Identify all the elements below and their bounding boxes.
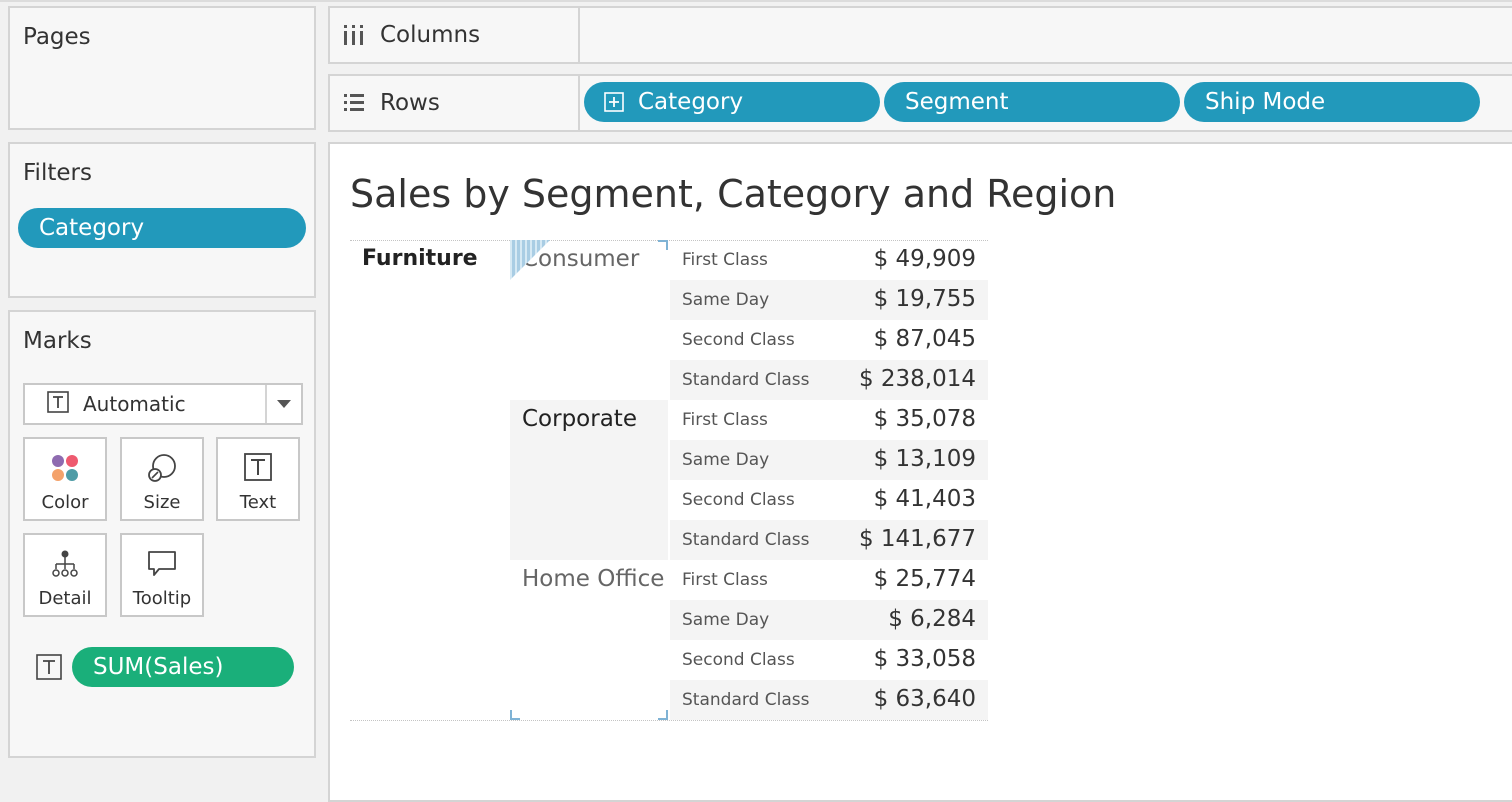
sales-value[interactable]: $ 33,058 — [873, 646, 976, 672]
ship-mode-label[interactable]: Same Day — [682, 290, 770, 310]
columns-label: Columns — [380, 22, 481, 48]
selection-corner — [510, 710, 520, 720]
table-top-line — [350, 240, 988, 241]
ship-mode-label[interactable]: Standard Class — [682, 690, 810, 710]
rows-label: Rows — [380, 90, 440, 116]
size-icon — [146, 453, 178, 490]
segment-label[interactable]: Corporate — [522, 406, 637, 432]
filter-pill-category[interactable]: Category — [18, 208, 306, 248]
ship-mode-label[interactable]: Standard Class — [682, 370, 810, 390]
sales-value[interactable]: $ 25,774 — [873, 566, 976, 592]
row-shade — [670, 360, 988, 400]
detail-button-label: Detail — [38, 588, 92, 609]
rows-shelf-label: Rows — [330, 76, 580, 130]
text-field-icon — [36, 654, 62, 684]
row-pill-segment[interactable]: Segment — [884, 82, 1180, 122]
columns-shelf[interactable]: Columns — [328, 6, 1512, 64]
columns-shelf-label: Columns — [330, 8, 580, 62]
selection-corner — [658, 240, 668, 250]
ship-mode-label[interactable]: First Class — [682, 570, 768, 590]
ship-mode-label[interactable]: Same Day — [682, 450, 770, 470]
ship-mode-label[interactable]: Standard Class — [682, 530, 810, 550]
ship-mode-label[interactable]: Second Class — [682, 490, 795, 510]
rows-shelf[interactable]: Rows Category Segment Ship Mode — [328, 74, 1512, 132]
row-shade — [670, 440, 988, 480]
selection-handle-icon[interactable] — [510, 240, 550, 284]
detail-icon — [50, 549, 80, 584]
text-mark-icon — [47, 390, 69, 418]
tooltip-button-label: Tooltip — [132, 588, 192, 609]
mark-type-dropdown[interactable]: Automatic — [23, 383, 303, 425]
sales-value[interactable]: $ 35,078 — [873, 406, 976, 432]
filters-card: Filters Category — [8, 142, 316, 298]
sales-value[interactable]: $ 238,014 — [858, 366, 976, 392]
ship-mode-label[interactable]: First Class — [682, 250, 768, 270]
tooltip-icon — [147, 549, 177, 584]
color-button-label: Color — [41, 492, 89, 513]
row-pill-category[interactable]: Category — [584, 82, 880, 122]
pages-card: Pages — [8, 6, 316, 130]
color-icon — [50, 453, 80, 488]
expand-plus-icon[interactable] — [604, 92, 624, 112]
ship-mode-label[interactable]: Second Class — [682, 330, 795, 350]
marks-title: Marks — [23, 328, 92, 354]
sheet-title: Sales by Segment, Category and Region — [350, 172, 1117, 216]
row-shade — [670, 600, 988, 640]
row-shade — [670, 280, 988, 320]
selection-corner — [658, 710, 668, 720]
worksheet-view[interactable]: Sales by Segment, Category and Region Co… — [328, 142, 1512, 802]
text-button[interactable]: Text — [216, 437, 300, 521]
row-pill-ship-mode[interactable]: Ship Mode — [1184, 82, 1480, 122]
marks-card: Marks Automatic Color Size Text Detail — [8, 310, 316, 758]
sales-value[interactable]: $ 141,677 — [858, 526, 976, 552]
top-divider — [0, 0, 1512, 2]
row-shade — [670, 520, 988, 560]
filters-title: Filters — [23, 160, 92, 186]
color-button[interactable]: Color — [23, 437, 107, 521]
tooltip-button[interactable]: Tooltip — [120, 533, 204, 617]
pages-title: Pages — [23, 24, 91, 50]
mark-type-label: Automatic — [83, 392, 186, 416]
ship-mode-label[interactable]: Same Day — [682, 610, 770, 630]
sales-value[interactable]: $ 13,109 — [873, 446, 976, 472]
table-bottom-line — [350, 720, 988, 721]
sales-value[interactable]: $ 87,045 — [873, 326, 976, 352]
dropdown-separator — [265, 385, 267, 423]
text-button-label: Text — [239, 492, 277, 513]
segment-label[interactable]: Consumer — [522, 246, 640, 272]
sales-value[interactable]: $ 6,284 — [888, 606, 976, 632]
category-label[interactable]: Furniture — [362, 246, 478, 271]
sales-value[interactable]: $ 19,755 — [873, 286, 976, 312]
detail-button[interactable]: Detail — [23, 533, 107, 617]
segment-shade — [510, 400, 668, 560]
sales-value[interactable]: $ 49,909 — [873, 246, 976, 272]
sales-value[interactable]: $ 63,640 — [873, 686, 976, 712]
ship-mode-label[interactable]: Second Class — [682, 650, 795, 670]
row-shade — [670, 680, 988, 720]
size-button[interactable]: Size — [120, 437, 204, 521]
columns-icon — [344, 25, 363, 45]
segment-label[interactable]: Home Office — [522, 566, 665, 592]
text-icon — [244, 453, 272, 486]
chevron-down-icon[interactable] — [277, 400, 291, 408]
field-pill-sum-sales[interactable]: SUM(Sales) — [72, 647, 294, 687]
rows-icon — [344, 94, 364, 111]
size-button-label: Size — [143, 492, 181, 513]
sales-value[interactable]: $ 41,403 — [873, 486, 976, 512]
ship-mode-label[interactable]: First Class — [682, 410, 768, 430]
row-pill-category-label: Category — [638, 89, 744, 115]
